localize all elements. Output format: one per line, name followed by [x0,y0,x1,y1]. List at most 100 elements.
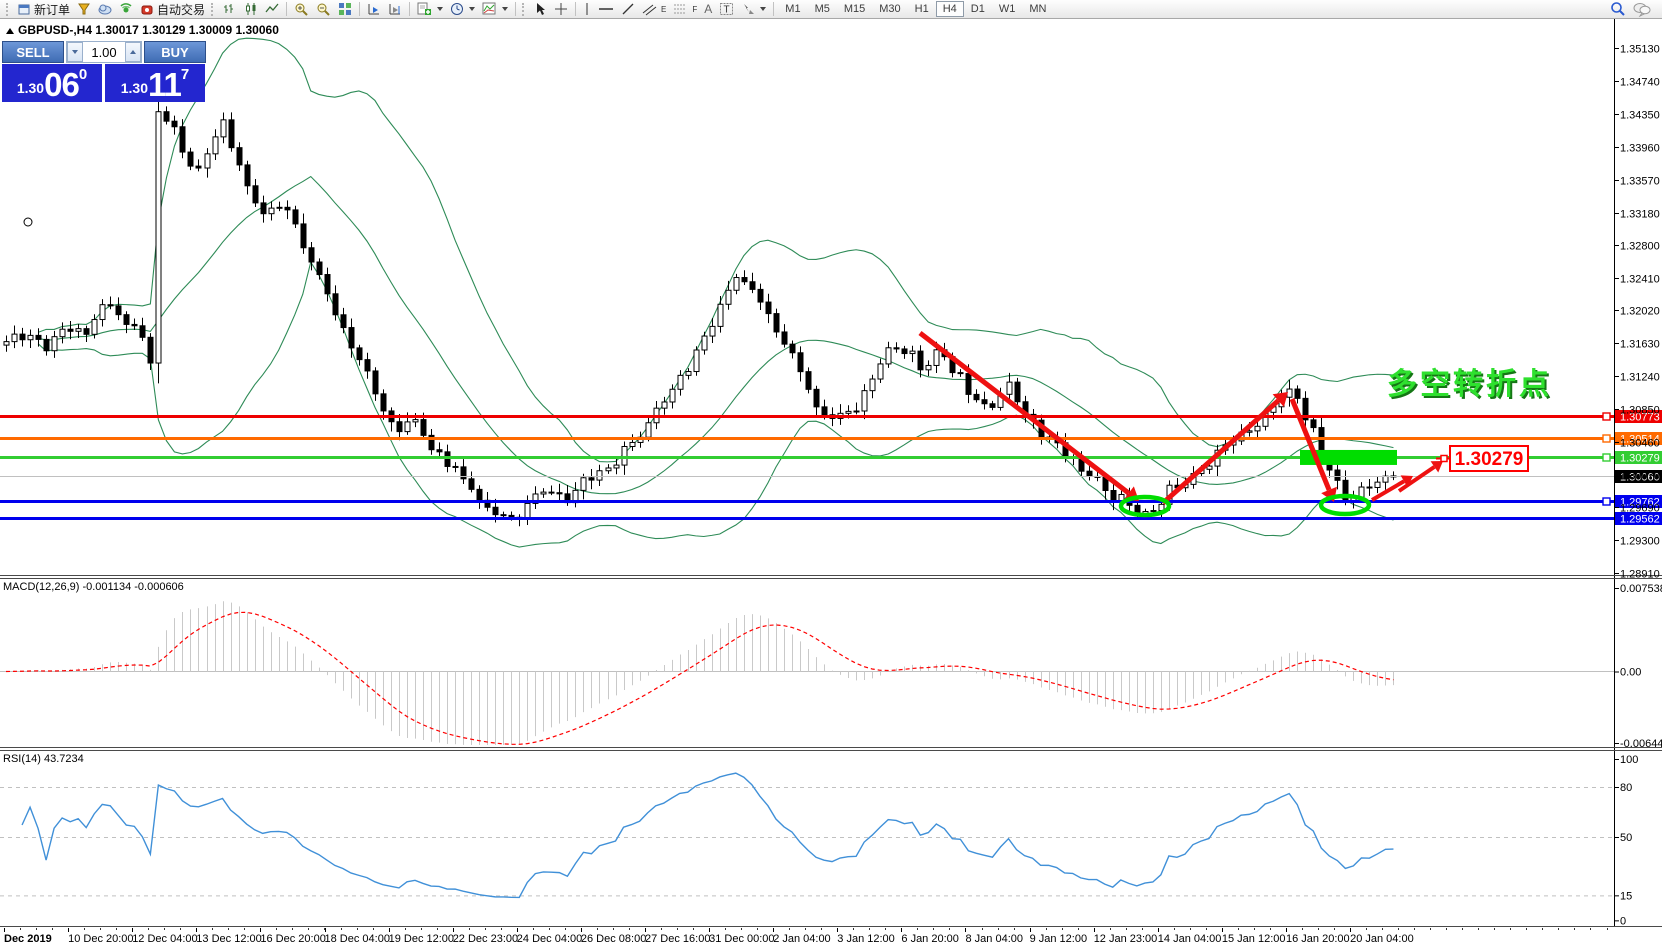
chart-shift-button[interactable] [385,1,405,18]
funnel-icon [77,2,91,16]
svg-text:22 Dec 23:00: 22 Dec 23:00 [453,933,518,945]
svg-text:1.33180: 1.33180 [1620,209,1660,221]
timeframe-m5[interactable]: M5 [814,3,830,15]
svg-text:15 Jan 12:00: 15 Jan 12:00 [1222,933,1286,945]
tile-windows-button[interactable] [335,1,355,18]
ohlc-values: 1.30017 1.30129 1.30009 1.30060 [95,23,279,37]
line-chart-mode-button[interactable] [262,1,282,18]
svg-text:12 Jan 23:00: 12 Jan 23:00 [1094,933,1158,945]
timeframe-m30[interactable]: M30 [879,3,901,15]
crosshair-tool-button[interactable] [551,1,571,18]
periods-button[interactable] [447,1,478,18]
label-tool-button[interactable]: T [716,1,737,18]
chat-icon[interactable] [1632,1,1652,18]
volume-increase-button[interactable] [125,42,141,62]
highlight-ellipse-2[interactable] [1318,493,1372,517]
svg-text:1.33960: 1.33960 [1620,143,1660,155]
svg-text:0: 0 [1620,915,1626,927]
svg-text:0.007538: 0.007538 [1620,583,1662,595]
volume-input[interactable]: 1.00 [91,44,117,60]
new-chart-button[interactable] [414,1,446,18]
svg-text:26 Dec 08:00: 26 Dec 08:00 [581,933,646,945]
text-tool-icon: A [704,2,713,16]
toolbar-grip [211,2,217,16]
auto-trading-button[interactable]: 自动交易 [137,1,208,18]
market-watch-button[interactable] [95,1,115,18]
buy-price-sup: 7 [180,66,190,83]
volume-decrease-button[interactable] [67,42,83,62]
indicator-gridlines [0,671,1614,897]
horizontal-line-icon [598,2,614,16]
channel-tool-button[interactable]: E [639,1,669,18]
timeframe-mn[interactable]: MN [1029,3,1047,15]
svg-text:1.33570: 1.33570 [1620,176,1660,188]
line-chart-icon [265,2,279,16]
horizontal-price-lines[interactable]: 1.30773 1.30514 1.30279 1.30060 1.29762 1.295… [0,410,1662,526]
buy-price-display[interactable]: 1.30 11 7 [105,64,205,102]
svg-text:-0.006446: -0.006446 [1620,738,1662,750]
new-order-icon [18,3,31,16]
timeframe-w1[interactable]: W1 [998,3,1016,15]
search-icon[interactable] [1610,1,1626,17]
tile-windows-icon [338,2,352,16]
svg-text:1.30773: 1.30773 [1620,412,1660,424]
timeframe-h1[interactable]: H1 [914,3,929,15]
svg-text:1.35130: 1.35130 [1620,44,1660,56]
shapes-tool-button[interactable] [738,1,769,18]
sell-price-display[interactable]: 1.30 06 0 [2,64,102,102]
svg-text:16 Dec 20:00: 16 Dec 20:00 [260,933,325,945]
auto-trading-label: 自动交易 [157,2,206,17]
svg-text:50: 50 [1620,832,1632,844]
favorites-button[interactable] [74,1,94,18]
svg-text:T: T [724,5,730,16]
candle-chart-mode-button[interactable] [241,1,261,18]
auto-scroll-icon [367,2,381,16]
svg-text:1.32800: 1.32800 [1620,241,1660,253]
bar-chart-mode-button[interactable] [220,1,240,18]
cloud-icon [98,2,112,16]
svg-text:1.34740: 1.34740 [1620,77,1660,89]
cursor-tool-button[interactable] [531,1,550,18]
chevron-down-icon [502,7,509,11]
trend-arrow-2[interactable] [1161,392,1288,505]
trend-arrow-5[interactable] [1397,461,1443,493]
ellipse-object-marker[interactable] [23,217,33,227]
fibonacci-tool-button[interactable]: F [670,1,700,18]
trendline-tool-button[interactable] [618,1,638,18]
collapse-panel-arrow[interactable] [6,28,14,34]
svg-text:2 Jan 04:00: 2 Jan 04:00 [773,933,831,945]
timeframe-d1[interactable]: D1 [970,3,985,15]
indicators-button[interactable] [479,1,511,18]
zoom-in-icon [294,2,309,17]
svg-text:Dec 2019: Dec 2019 [4,933,52,945]
text-tool-button[interactable]: A [701,1,715,18]
signals-button[interactable] [116,1,136,18]
zoom-in-button[interactable] [291,1,312,18]
timeframe-m15[interactable]: M15 [843,3,866,15]
highlight-ellipse-1[interactable] [1118,494,1172,518]
crosshair-icon [554,2,568,16]
zoom-out-button[interactable] [313,1,334,18]
timeframe-h4[interactable]: H4 [935,1,964,17]
trend-arrow-4[interactable] [1370,475,1413,502]
price-callout-box[interactable] [1449,445,1529,472]
sell-button[interactable]: SELL [2,41,64,63]
vertical-line-tool-button[interactable] [580,1,594,18]
svg-text:1.32410: 1.32410 [1620,274,1660,286]
shapes-icon [741,2,755,16]
chevron-down-icon [437,7,444,11]
support-highlight-bar[interactable] [1300,449,1397,465]
turning-point-annotation[interactable]: 多空转折点 [1387,368,1552,401]
buy-button[interactable]: BUY [144,41,206,63]
timeframe-m1[interactable]: M1 [785,3,801,15]
auto-scroll-button[interactable] [364,1,384,18]
new-order-button[interactable]: 新订单 [15,1,73,18]
toolbar-separator [575,2,577,16]
svg-text:1.29690: 1.29690 [1620,503,1660,515]
horizontal-line-tool-button[interactable] [595,1,617,18]
macd-indicator [5,601,1394,745]
one-click-trading-panel: SELL 1.00 BUY 1.30 06 0 1.30 11 7 [2,41,206,102]
clock-icon [450,2,464,16]
price-callout-text: 1.30279 [1455,449,1524,470]
